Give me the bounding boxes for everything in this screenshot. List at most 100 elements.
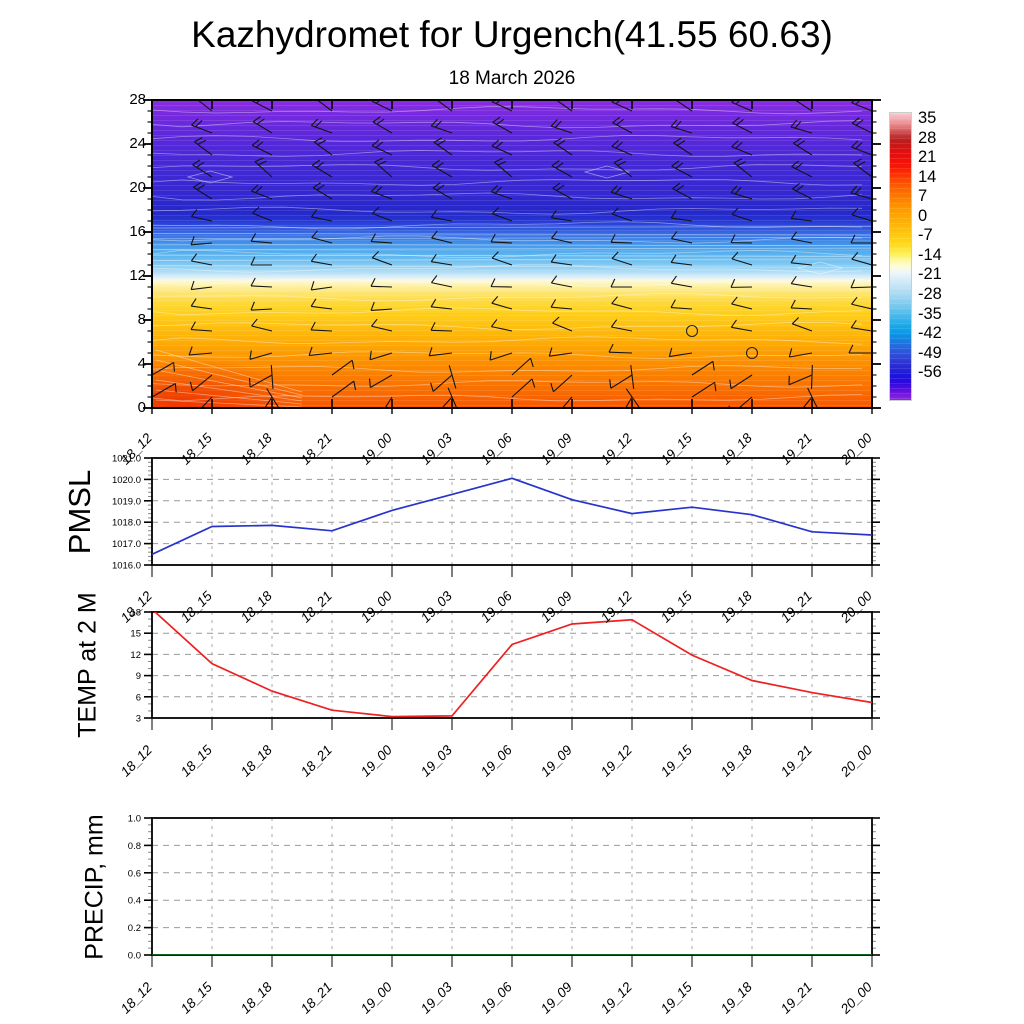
- wind-barb-staff: [432, 187, 453, 200]
- wind-barb-feather: [790, 254, 797, 264]
- wind-barb-feather: [255, 186, 263, 194]
- wind-barb-cross: [625, 388, 641, 408]
- yaxis-tick-label: 1018.0: [112, 518, 141, 529]
- wind-barb-feather: [250, 233, 257, 242]
- yaxis-tick-label: 1017.0: [112, 539, 141, 550]
- wind-barb-feather: [530, 358, 534, 368]
- wind-barb-feather: [311, 230, 318, 238]
- wind-barb-cross: [810, 364, 813, 390]
- temp-axis-title: TEMP at 2 M: [73, 592, 102, 738]
- wind-barb-staff: [429, 352, 453, 357]
- wind-barb-feather: [735, 100, 742, 105]
- wind-barb-feather: [489, 351, 492, 361]
- wind-barb-feather: [676, 184, 684, 192]
- wind-barb-staff: [851, 122, 872, 134]
- time-tick-label: 19_15: [657, 979, 695, 1017]
- wind-barb-staff: [791, 262, 813, 266]
- wind-barb-feather: [370, 233, 376, 242]
- wind-barb-feather: [796, 140, 805, 147]
- colorbar-tick-label: 7: [918, 187, 928, 206]
- wind-barb-feather: [371, 251, 380, 259]
- wind-barb-feather: [313, 137, 323, 143]
- wind-barb-feather: [376, 118, 385, 125]
- yaxis-tick-label: 1016.0: [112, 561, 141, 572]
- contour-line: [152, 226, 872, 229]
- wind-barb-staff: [431, 125, 453, 134]
- wind-barb-staff: [152, 383, 176, 398]
- wind-barb-feather: [190, 253, 198, 262]
- wind-barb-feather: [551, 160, 560, 167]
- contour-fan-line: [155, 379, 303, 402]
- wind-barb-feather: [788, 348, 793, 358]
- wind-barb-staff: [249, 374, 273, 388]
- yaxis-tick-label: 1020.0: [112, 475, 141, 486]
- wind-barb-staff: [309, 352, 333, 356]
- wind-barb-feather: [610, 233, 616, 243]
- wind-barb-feather: [377, 160, 387, 166]
- wind-barb-feather: [794, 120, 802, 129]
- wind-barb-feather: [712, 361, 715, 371]
- wind-barb-staff: [671, 238, 693, 244]
- wind-barb-feather: [254, 157, 264, 163]
- wind-barb-feather: [550, 254, 557, 263]
- wind-barb-feather: [550, 209, 557, 219]
- wind-barb-feather: [611, 139, 619, 147]
- wind-barb-feather: [435, 162, 444, 169]
- yaxis-tick-label: 0.4: [128, 896, 141, 907]
- wind-barb-feather: [317, 139, 326, 146]
- time-tick-label: 18_21: [297, 979, 335, 1017]
- wind-barb-feather: [793, 137, 802, 144]
- surface-warm-blob: [152, 100, 872, 408]
- contour-line: [152, 307, 863, 316]
- wind-barb-staff: [192, 164, 213, 178]
- wind-barb-staff: [851, 146, 872, 156]
- wind-barb-cross: [270, 364, 274, 390]
- contour-line: [152, 249, 863, 258]
- wind-barb-cross: [447, 387, 458, 408]
- wind-barb-feather: [548, 347, 553, 357]
- wind-barb-feather: [550, 119, 558, 127]
- wind-barb-staff: [371, 190, 393, 200]
- wind-barb-staff: [311, 216, 333, 222]
- wind-barb-feather: [613, 158, 623, 164]
- wind-barb-staff: [264, 396, 273, 408]
- wind-barb-feather: [616, 118, 624, 126]
- wind-barb-cross: [630, 365, 635, 389]
- wind-barb-feather: [308, 346, 313, 356]
- wind-barb-staff: [611, 257, 633, 266]
- wind-barb-feather: [188, 346, 193, 356]
- wind-barb-feather: [497, 160, 507, 166]
- wind-barb-staff: [492, 213, 513, 222]
- wind-barb-feather: [491, 319, 498, 327]
- wind-barb-staff: [791, 238, 813, 244]
- wind-barb-feather: [851, 100, 856, 104]
- wind-barb-feather: [670, 119, 678, 127]
- contour-line: [152, 135, 863, 143]
- wind-barb-feather: [258, 160, 267, 166]
- wind-barb-staff: [191, 124, 213, 134]
- cross-section-frame: [151, 99, 873, 409]
- wind-barb-staff: [491, 302, 513, 310]
- wind-barb-staff: [200, 396, 213, 408]
- wind-barb-staff: [550, 125, 573, 134]
- time-tick-label: 19_00: [357, 742, 395, 780]
- wind-barb-staff: [549, 352, 573, 357]
- wind-barb-staff: [250, 285, 273, 288]
- wind-barb-feather: [496, 118, 505, 125]
- wind-barb-staff: [731, 303, 753, 310]
- wind-barb-staff: [251, 144, 273, 156]
- wind-barb-staff: [611, 101, 633, 112]
- wind-barb-staff: [433, 141, 453, 156]
- wind-barb-staff: [152, 362, 174, 376]
- wind-barb-feather: [612, 116, 621, 124]
- TEMP at 2 M-chart: 18 15 12 9 6 3: [130, 608, 880, 730]
- wind-barb-staff: [851, 258, 872, 266]
- wind-barb-staff: [731, 146, 753, 156]
- calm-wind-circle: [745, 346, 759, 360]
- cross-section-ytick-label: 0: [137, 399, 146, 416]
- wind-barb-staff: [197, 100, 213, 112]
- wind-barb-feather: [430, 298, 437, 308]
- wind-barb-feather: [790, 231, 798, 240]
- wind-barb-feather: [851, 117, 860, 124]
